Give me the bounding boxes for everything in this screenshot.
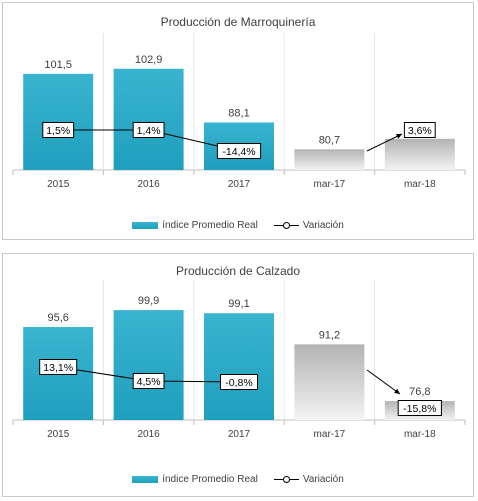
bar-mar-17	[294, 149, 365, 170]
x-tick-label: mar-17	[314, 429, 346, 440]
variation-label: -14,4%	[222, 146, 255, 158]
chart-svg-marroquineria: 101,52015102,9201688,1201780,7mar-1783,6…	[12, 33, 466, 190]
x-tick-label: mar-17	[314, 179, 346, 190]
variation-label: 13,1%	[43, 362, 73, 374]
variation-label-box	[397, 400, 442, 416]
bar-value-label: 91,2	[319, 329, 340, 341]
legend-bar-label: índice Promedio Real	[162, 220, 258, 231]
chart-svg-calzado: 95,6 2015 99,9 2016 99,1 2017 91,2 mar-17 76,8 ma…	[12, 280, 466, 440]
variation-label-box	[132, 122, 165, 138]
arrow-head	[396, 134, 402, 139]
chart-legend: índice Promedio Real Variación	[3, 220, 473, 231]
bar-2016	[113, 310, 184, 420]
bar-mar-17	[294, 344, 365, 420]
bar-2015	[23, 73, 94, 170]
variation-label-box	[42, 122, 75, 138]
bar-value-label: 99,9	[138, 295, 159, 307]
arrow-head	[394, 388, 400, 394]
variation-label: -0,8%	[225, 377, 252, 389]
variation-arrow	[366, 133, 403, 152]
chart-legend: índice Promedio Real Variación	[3, 474, 473, 485]
chart-panel-calzado: Producción de Calzado 95,6 2015 99,9 2016 99…	[2, 253, 474, 497]
x-tick-label: 2017	[228, 179, 251, 190]
bar-value-label: 102,9	[135, 54, 163, 66]
bar-2017	[204, 313, 274, 420]
legend-line-label: Variación	[302, 474, 344, 485]
x-tick-label: mar-18	[404, 429, 436, 440]
x-tick-label: 2015	[47, 429, 70, 440]
x-tick-label: 2016	[137, 429, 160, 440]
variation-label-box	[216, 143, 262, 159]
variation-arrow	[366, 369, 401, 395]
variation-label: 4,5%	[137, 376, 161, 388]
x-tick-label: 2016	[137, 179, 160, 190]
bar-value-label: 95,6	[47, 312, 68, 324]
bar-value-label: 80,7	[319, 134, 340, 146]
legend-bar-swatch	[132, 222, 159, 229]
legend-bar-swatch	[132, 476, 159, 483]
x-tick-label: 2015	[47, 179, 70, 190]
variation-label: 1,4%	[137, 125, 161, 137]
chart-panel-marroquineria: Producción de Marroquinería 101,5 2015 102…	[2, 2, 474, 240]
variation-label: -15,8%	[403, 403, 436, 415]
bar-value-label: 99,1	[228, 298, 249, 310]
chart-title: Producción de Marroquinería	[160, 15, 316, 29]
legend-line-icon	[273, 222, 299, 229]
variation-label-box	[132, 373, 165, 389]
bar-2016	[113, 68, 184, 170]
bar-value-label: 88,1	[228, 107, 249, 119]
x-tick-label: 2017	[228, 429, 251, 440]
variation-label-box	[39, 359, 78, 375]
variation-label: 1,5%	[46, 125, 70, 137]
variation-label-box	[403, 122, 436, 138]
bar-mar-18	[384, 138, 455, 170]
variation-label: 3,6%	[408, 125, 432, 137]
legend-line-label: Variación	[302, 220, 344, 231]
bar-value-label: 76,8	[409, 386, 430, 398]
legend-bar-label: índice Promedio Real	[162, 474, 258, 485]
bar-value-label: 101,5	[44, 59, 72, 71]
chart-title: Producción de Calzado	[175, 264, 301, 278]
legend-line-icon	[273, 476, 299, 483]
variation-label-box	[220, 374, 258, 390]
x-tick-label: mar-18	[404, 179, 436, 190]
